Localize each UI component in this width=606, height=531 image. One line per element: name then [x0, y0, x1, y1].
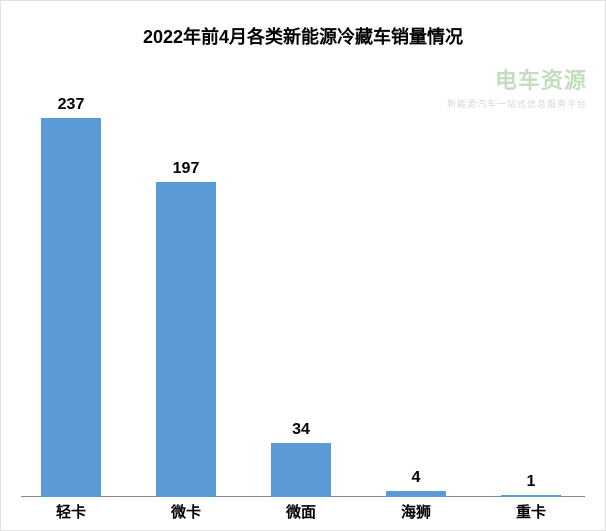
bar	[271, 443, 331, 497]
category-label-wrap: 微卡	[156, 497, 216, 519]
bar-value-label: 34	[271, 421, 331, 439]
category-label-wrap: 海狮	[386, 497, 446, 519]
bar-value-label: 197	[156, 160, 216, 178]
bar	[41, 118, 101, 497]
category-label: 微面	[271, 501, 331, 522]
bar	[156, 182, 216, 497]
bar-value-label: 237	[41, 96, 101, 114]
bar-value-label: 1	[501, 473, 561, 491]
category-label-wrap: 微面	[271, 497, 331, 519]
chart-container: 2022年前4月各类新能源冷藏车销量情况 电车资源 新能源汽车一站式信息服务平台…	[1, 1, 605, 530]
category-label: 轻卡	[41, 501, 101, 522]
category-label: 海狮	[386, 501, 446, 522]
chart-title: 2022年前4月各类新能源冷藏车销量情况	[21, 23, 585, 49]
bar-value-label: 4	[386, 469, 446, 487]
category-label: 重卡	[501, 501, 561, 522]
plot-area: 237 轻卡 197 微卡 34 微面 4 海狮 1 重卡	[21, 79, 585, 519]
category-label: 微卡	[156, 501, 216, 522]
category-label-wrap: 重卡	[501, 497, 561, 519]
category-label-wrap: 轻卡	[41, 497, 101, 519]
